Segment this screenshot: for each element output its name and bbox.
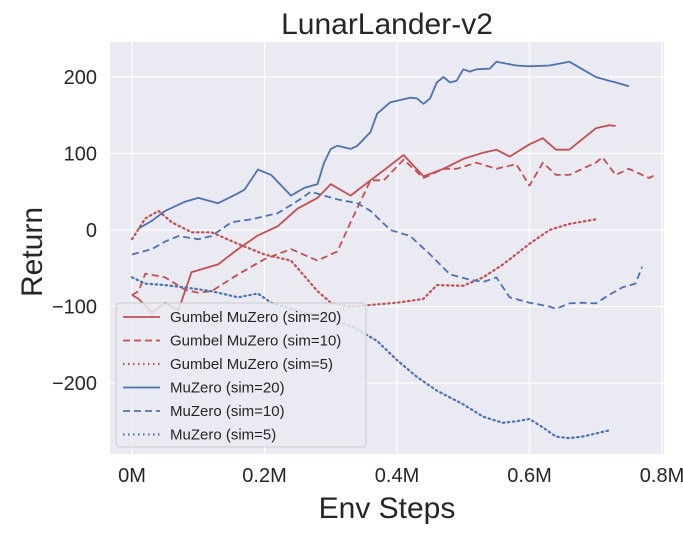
gridlines — [110, 42, 664, 454]
legend-label: MuZero (sim=20) — [170, 380, 285, 397]
x-axis-label: Env Steps — [319, 492, 456, 525]
y-tick-label: −200 — [52, 373, 97, 395]
legend-label: Gumbel MuZero (sim=10) — [170, 333, 341, 350]
series-line — [131, 124, 616, 314]
series-line — [131, 190, 643, 310]
x-axis-ticks: 0M 0.2M 0.4M 0.6M 0.8M — [118, 465, 683, 487]
x-tick-label: 0.2M — [242, 465, 286, 487]
y-axis-label: Return — [16, 207, 49, 297]
series-line — [131, 156, 656, 296]
y-tick-label: 200 — [64, 67, 97, 89]
legend-label: MuZero (sim=10) — [170, 403, 285, 420]
legend-label: Gumbel MuZero (sim=5) — [170, 356, 333, 373]
y-axis-ticks: −200 −100 0 100 200 — [52, 67, 97, 395]
x-tick-label: 0M — [118, 465, 146, 487]
series-line — [138, 60, 630, 230]
legend-label: MuZero (sim=5) — [170, 427, 276, 444]
legend-box — [115, 302, 367, 448]
y-tick-label: 100 — [64, 144, 97, 166]
legend-label: Gumbel MuZero (sim=20) — [170, 309, 341, 326]
x-tick-label: 0.6M — [507, 465, 551, 487]
chart-title: LunarLander-v2 — [281, 8, 493, 41]
x-tick-label: 0.4M — [375, 465, 419, 487]
y-tick-label: −100 — [52, 297, 97, 319]
y-tick-label: 0 — [86, 220, 97, 242]
legend: Gumbel MuZero (sim=20) Gumbel MuZero (sim… — [115, 302, 367, 448]
x-tick-label: 0.8M — [640, 465, 683, 487]
series-line — [130, 276, 611, 440]
